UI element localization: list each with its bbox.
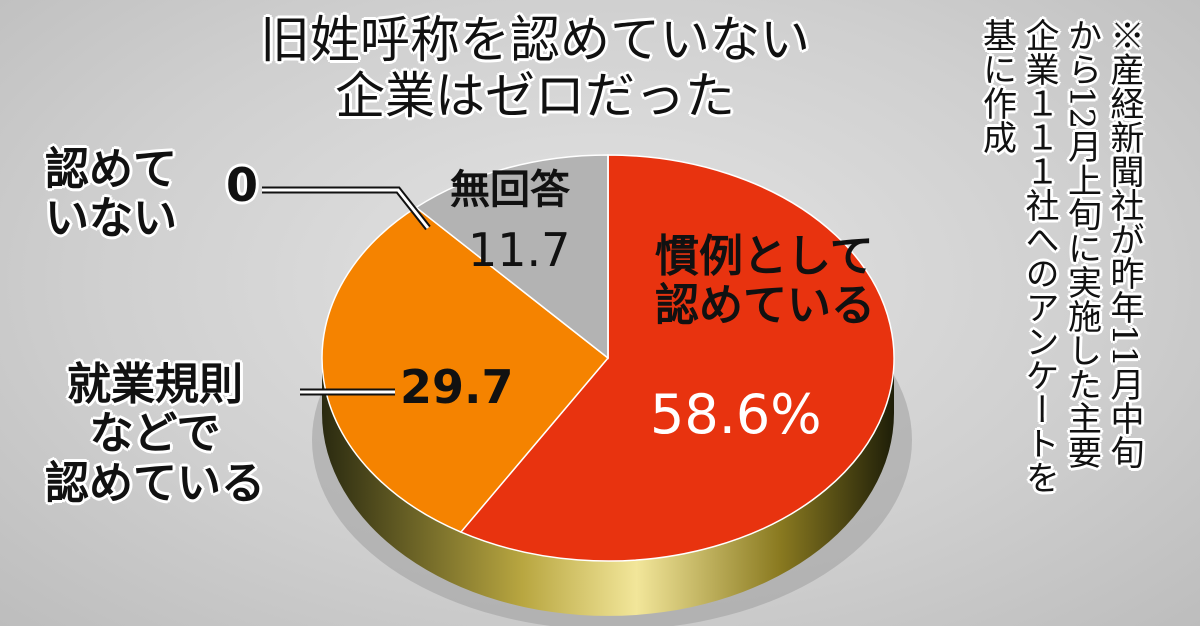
pie-slice: [321, 206, 610, 533]
pie-side: [322, 358, 894, 616]
category-label: 慣例として 認めている: [655, 231, 875, 332]
leader-line: [262, 188, 430, 229]
value-label: 11.7: [468, 223, 571, 277]
category-label: 就業規則 などで 認めている: [45, 359, 265, 509]
category-label: 無回答: [450, 167, 570, 213]
pie-slice: [414, 154, 609, 360]
source-note: ※産経新聞社が昨年11月中旬 から12月上旬に実施した主要 企業１１１社へのアン…: [976, 18, 1145, 494]
value-label: 29.7: [400, 360, 514, 414]
pie-slice: [459, 154, 895, 562]
value-label: 0: [226, 158, 259, 212]
chart-title: 旧姓呼称を認めていない 企業はゼロだった: [260, 11, 810, 125]
category-label: 認めて いない: [45, 144, 177, 245]
slices: [321, 154, 895, 562]
value-label: 58.6%: [650, 383, 822, 446]
